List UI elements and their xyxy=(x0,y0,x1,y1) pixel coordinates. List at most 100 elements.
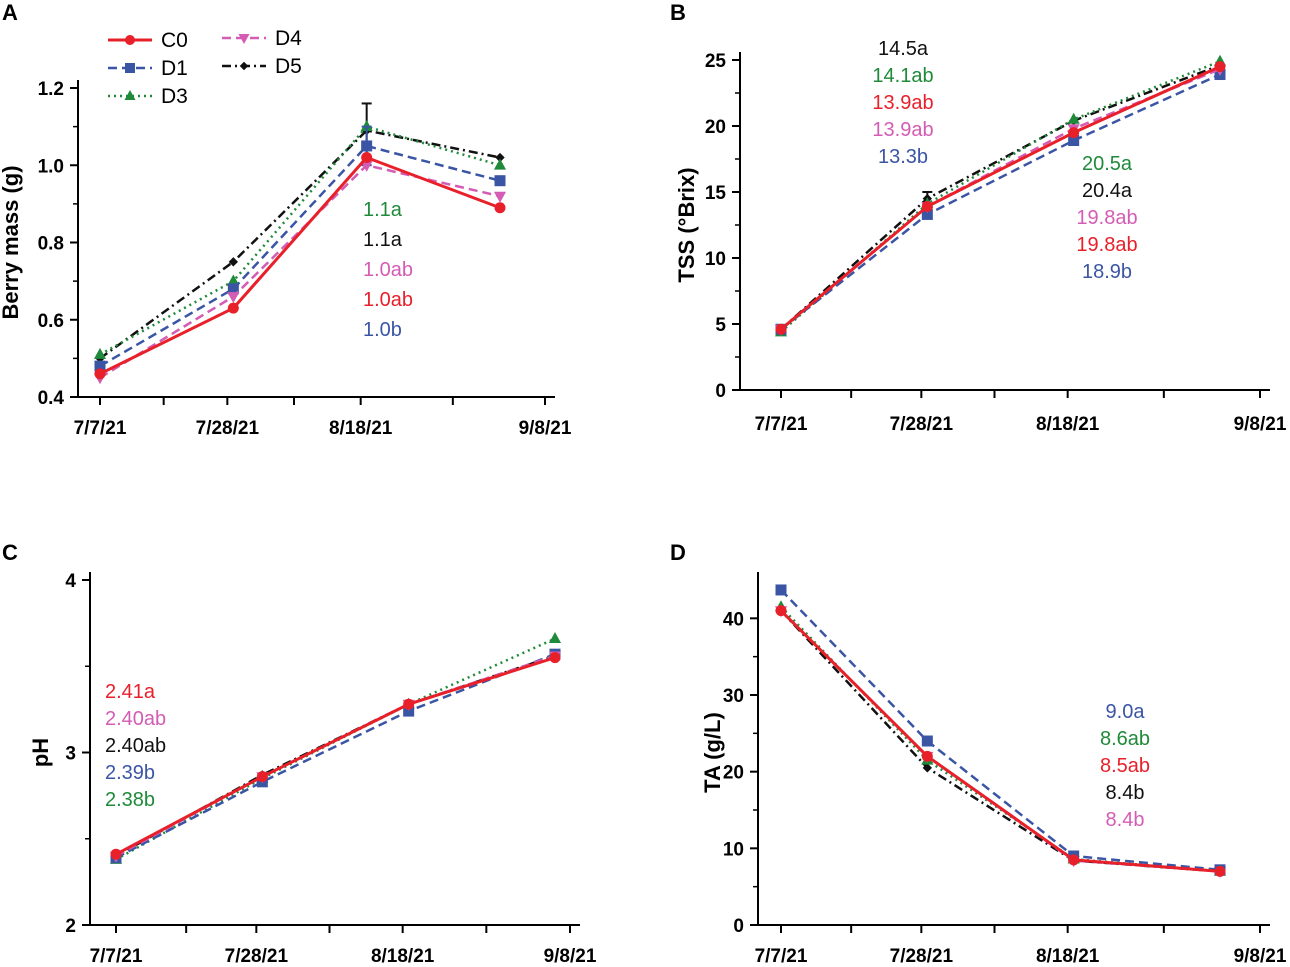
y-axis-title: TSS (°Brix) xyxy=(674,167,699,282)
y-tick-label: 20 xyxy=(705,117,726,138)
series-d3 xyxy=(109,632,562,864)
series-line-d1 xyxy=(99,144,501,368)
panel-d: D 0 10 20 30 40 7/7/21 7/28/21 8/18/21 9/8/21 TA … xyxy=(670,540,1287,967)
series-line-d4 xyxy=(99,163,501,379)
annotation-label: 8.4b xyxy=(1106,782,1145,804)
series-line-d3 xyxy=(99,125,501,356)
x-tick-label: 7/7/21 xyxy=(74,418,127,439)
series-d1 xyxy=(775,584,1226,876)
legend-label: D4 xyxy=(275,27,302,50)
series-line-d4 xyxy=(780,68,1221,331)
panel-letter-a: A xyxy=(2,0,18,25)
legend-marker xyxy=(125,35,135,45)
annotation-label: 9.0a xyxy=(1106,701,1146,723)
data-point-d5 xyxy=(228,257,239,267)
data-point-c0 xyxy=(1068,854,1080,866)
series-line-d1 xyxy=(780,73,1221,331)
series-d4 xyxy=(774,606,1227,878)
series-line-d4 xyxy=(780,609,1221,873)
data-point-d3 xyxy=(93,347,107,359)
series-c0 xyxy=(110,652,561,860)
series-line-d1 xyxy=(780,589,1221,872)
annotation-label: 14.1ab xyxy=(872,65,933,87)
series-line-d5 xyxy=(780,64,1221,331)
series-d3 xyxy=(774,600,1227,876)
series-line-c0 xyxy=(115,656,556,856)
annotation-label: 1.1a xyxy=(363,229,403,251)
annotation-label: 8.6ab xyxy=(1100,728,1150,750)
legend-label: D1 xyxy=(161,57,188,80)
y-tick-label: 3 xyxy=(65,744,76,765)
data-point-c0 xyxy=(361,152,373,164)
y-axis-title: Berry mass (g) xyxy=(0,165,23,319)
data-point-d3 xyxy=(548,632,562,644)
annotation-label: 1.1a xyxy=(363,199,403,221)
data-point-c0 xyxy=(94,368,106,380)
annotation-label: 1.0b xyxy=(363,319,402,341)
data-point-c0 xyxy=(494,202,506,214)
data-point-d3 xyxy=(227,274,240,286)
x-tick-label: 8/18/21 xyxy=(371,946,435,967)
y-axis-title: pH xyxy=(28,738,53,767)
data-point-c0 xyxy=(1214,865,1226,877)
annotation-label: 20.4a xyxy=(1082,180,1133,202)
x-tick-label: 9/8/21 xyxy=(544,946,597,967)
data-point-d1 xyxy=(1068,135,1080,147)
series-d5 xyxy=(776,605,1225,877)
series-line-c0 xyxy=(780,65,1221,331)
x-tick-label: 7/7/21 xyxy=(90,946,143,967)
y-tick-label: 40 xyxy=(723,609,744,630)
y-tick-label: 30 xyxy=(723,686,744,707)
annotation-label: 1.0ab xyxy=(363,289,413,311)
x-tick-label: 7/7/21 xyxy=(755,414,808,435)
x-tick-label: 7/28/21 xyxy=(225,946,289,967)
series-line-d1 xyxy=(115,653,556,859)
x-tick-label: 7/28/21 xyxy=(196,418,260,439)
annotation-label: 1.0ab xyxy=(363,259,413,281)
legend-label: D3 xyxy=(161,85,188,108)
data-point-d4 xyxy=(227,292,240,304)
y-tick-label: 25 xyxy=(705,51,727,72)
data-point-c0 xyxy=(110,848,122,860)
annotation-label: 2.41a xyxy=(105,681,156,703)
y-tick-label: 10 xyxy=(705,249,726,270)
data-point-d5 xyxy=(922,763,933,773)
data-point-d4 xyxy=(493,191,507,203)
series-line-d5 xyxy=(115,654,556,858)
series-line-d3 xyxy=(780,605,1221,873)
series-d1 xyxy=(775,69,1226,335)
series-line-d5 xyxy=(99,129,501,360)
annotation-label: 13.9ab xyxy=(872,119,933,141)
annotation-label: 14.5a xyxy=(878,38,929,60)
data-point-c0 xyxy=(921,201,933,213)
series-c0 xyxy=(94,152,506,380)
data-point-d1 xyxy=(775,584,787,596)
y-tick-label: 0 xyxy=(733,916,744,937)
x-tick-label: 8/18/21 xyxy=(1036,414,1100,435)
series-c0 xyxy=(775,605,1226,877)
series-line-d5 xyxy=(780,609,1221,873)
panel-letter-c: C xyxy=(2,540,18,565)
legend-item-d5: D5 xyxy=(222,55,302,78)
legend-item-c0: C0 xyxy=(108,29,188,52)
data-point-d3 xyxy=(360,120,373,132)
legend-marker xyxy=(238,34,250,44)
y-tick-label: 5 xyxy=(715,315,726,336)
panel-letter-d: D xyxy=(670,540,686,565)
data-point-d1 xyxy=(94,360,106,372)
series-d4 xyxy=(774,64,1227,336)
y-tick-label: 0.4 xyxy=(38,388,65,409)
data-point-d1 xyxy=(227,283,239,295)
data-point-d3 xyxy=(1067,112,1080,124)
data-point-c0 xyxy=(775,605,787,617)
data-point-c0 xyxy=(227,302,239,314)
data-point-d1 xyxy=(921,208,933,220)
y-tick-label: 1.0 xyxy=(38,156,64,177)
annotation-label: 13.9ab xyxy=(872,92,933,114)
panel-c: C 2 3 4 7/7/21 7/28/21 8/18/21 9/8/21 pH 2.41a 2.… xyxy=(2,540,597,967)
y-tick-label: 0.8 xyxy=(38,234,64,255)
series-d5 xyxy=(111,651,560,861)
legend-label: C0 xyxy=(161,29,188,52)
x-tick-label: 9/8/21 xyxy=(1234,946,1287,967)
